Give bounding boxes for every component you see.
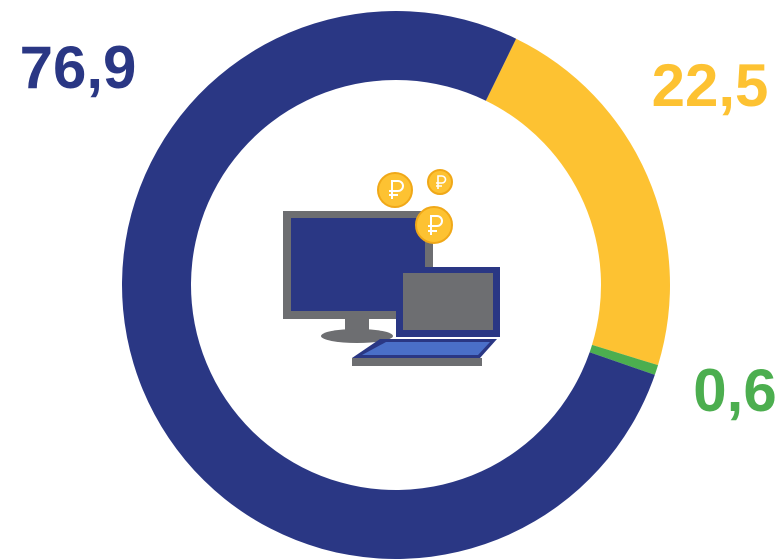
monitor-base [321,329,393,343]
coin [415,206,453,244]
center-icon [283,169,500,366]
donut-segment [485,38,670,366]
value-label: 22,5 [652,52,769,119]
laptop-screen [403,273,493,330]
donut [121,10,670,559]
value-label: 0,6 [693,357,776,424]
coin [377,172,413,208]
coin [427,169,453,195]
laptop-keys [362,342,490,355]
laptop-base [352,358,482,366]
value-label: 76,9 [20,34,137,101]
donut-segment [589,344,659,375]
